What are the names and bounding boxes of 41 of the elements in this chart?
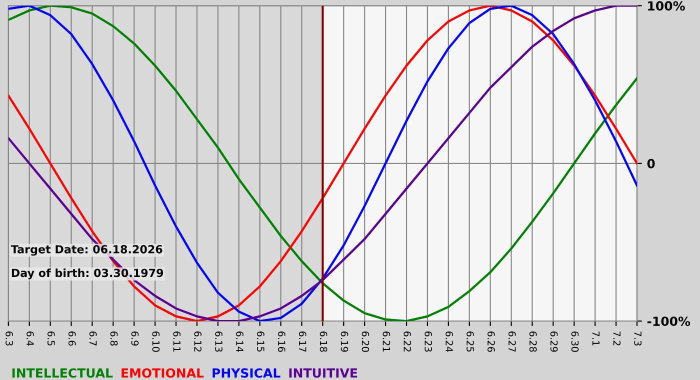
y-tick-label: -100% [647, 316, 690, 326]
x-tick-label: 6.18 [320, 332, 328, 352]
x-tick-label: 6.13 [215, 332, 222, 352]
line-series [8, 6, 637, 322]
y-tick-label: 100% [648, 1, 685, 11]
x-tick-label: 6.20 [362, 332, 370, 352]
x-tick-label: 6.21 [382, 332, 390, 352]
x-tick-label: 6.5 [47, 332, 55, 346]
text: EMOTIONAL [122, 368, 204, 378]
x-tick-label: 6.17 [298, 332, 306, 352]
x-tick-label: 6.27 [508, 332, 516, 352]
x-tick-label: 6.30 [571, 332, 579, 352]
x-tick-label: 6.12 [194, 332, 202, 352]
x-tick-label: 6.28 [529, 332, 537, 352]
x-tick-label: 6.23 [424, 332, 432, 352]
x-tick-label: 6.9 [131, 332, 139, 346]
x-tick-label: 6.7 [89, 332, 97, 346]
x-tick-label: 6.11 [173, 332, 181, 352]
x-tick-label: 7.3 [634, 332, 642, 346]
x-tick-label: 7.2 [613, 332, 621, 346]
y-tick-label: 0 [647, 158, 655, 168]
x-tick-label: 7.1 [592, 332, 600, 346]
x-tick-label: 6.14 [236, 332, 244, 352]
x-tick-label: 6.22 [404, 332, 412, 352]
x-tick-label: 6.25 [466, 332, 474, 352]
annotation: Day of birth: 03.30.1979 [12, 268, 164, 280]
text: INTUITIVE [289, 368, 358, 378]
text: PHYSICAL [212, 368, 280, 378]
x-tick-label: 6.10 [152, 332, 160, 352]
x-tick-label: 6.19 [340, 332, 348, 352]
x-tick-label: 6.15 [257, 332, 264, 352]
x-tick-label: 6.24 [446, 332, 453, 352]
x-tick-label: 6.29 [550, 332, 558, 352]
x-tick-label: 6.3 [6, 332, 13, 346]
x-tick-label: 6.16 [278, 332, 286, 352]
x-tick-label: 6.6 [68, 332, 76, 346]
annotation: Target Date: 06.18.2026 [10, 245, 162, 256]
text: INTELLECTUAL [12, 368, 113, 378]
x-tick-label: 6.4 [26, 332, 34, 346]
x-tick-label: 6.26 [488, 332, 495, 352]
x-tick-label: 6.8 [110, 332, 118, 346]
